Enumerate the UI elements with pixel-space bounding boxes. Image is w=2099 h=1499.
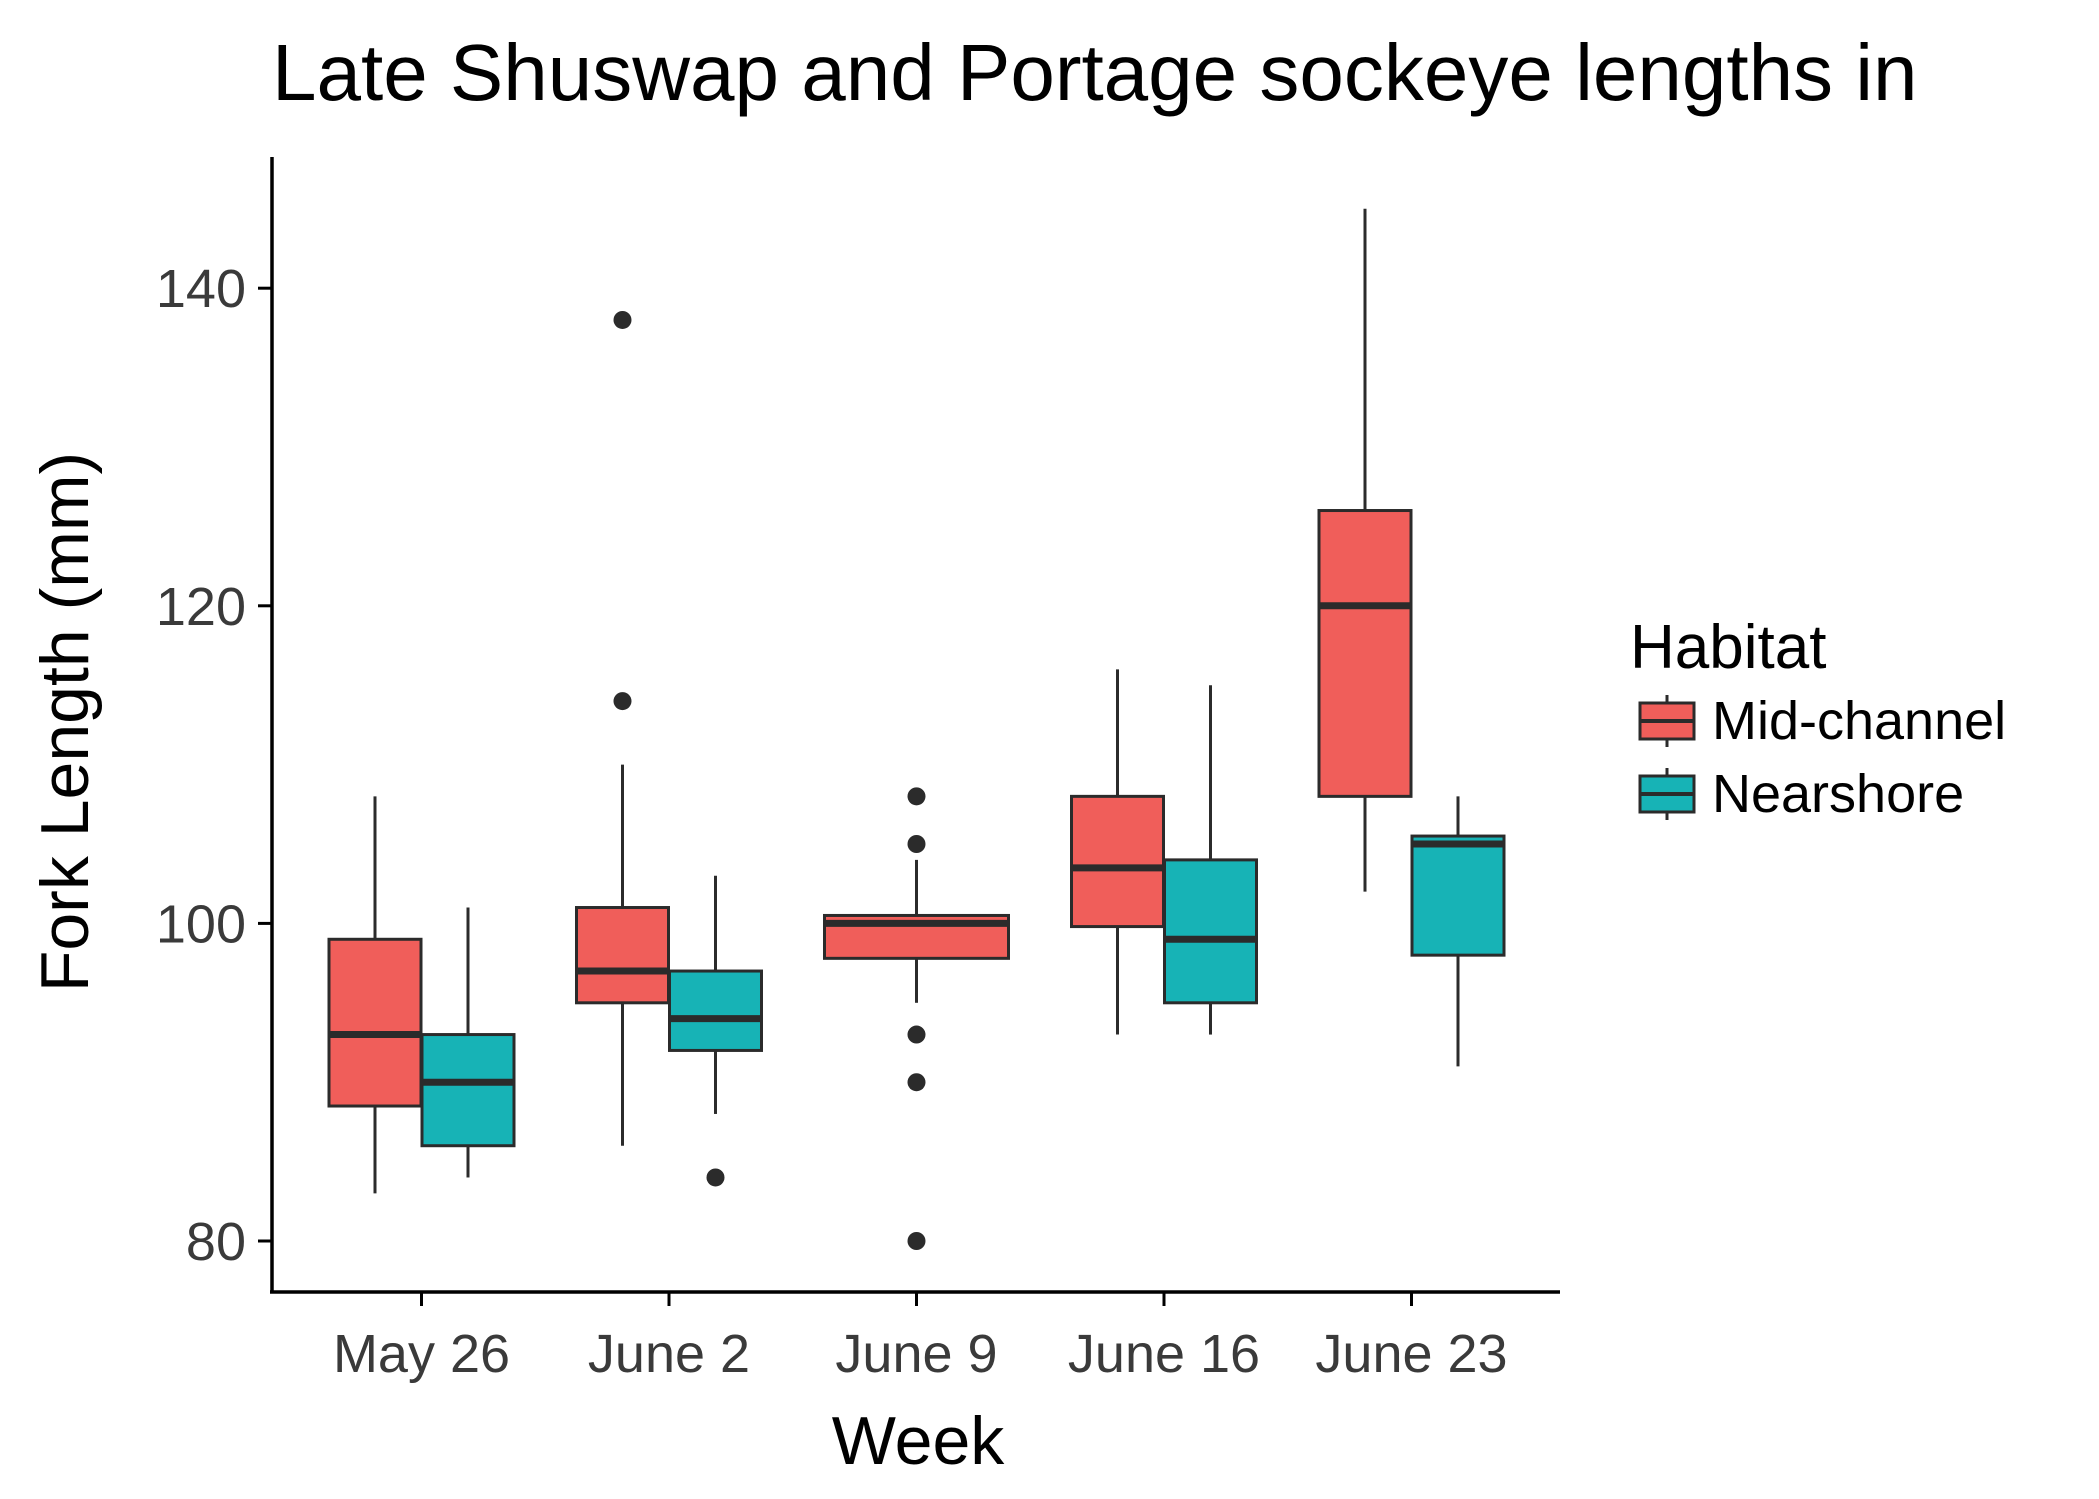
legend-label: Nearshore — [1712, 764, 1964, 824]
outlier-point — [613, 310, 632, 329]
y-axis-title: Fork Length (mm) — [27, 452, 103, 992]
box-nearshore — [1163, 685, 1258, 1035]
x-tick-label: June 23 — [1315, 1324, 1507, 1384]
box-body — [1317, 509, 1413, 798]
outlier-point — [907, 1025, 926, 1044]
y-tick-label: 140 — [156, 259, 246, 319]
y-tick-label: 120 — [156, 577, 246, 637]
y-tick-label: 80 — [186, 1212, 246, 1272]
x-axis-title: Week — [832, 1403, 1006, 1479]
box-mid-channel — [1070, 669, 1165, 1035]
box-body — [575, 906, 670, 1005]
box-mid-channel — [1317, 208, 1413, 892]
box-body — [327, 937, 423, 1108]
legend-item-mid-channel: Mid-channel — [1638, 691, 2006, 751]
box-body — [1410, 834, 1506, 957]
outlier-point — [613, 692, 632, 711]
box-body — [668, 969, 763, 1052]
legend-title: Habitat — [1630, 613, 1826, 682]
y-tick-label: 100 — [156, 894, 246, 954]
box-nearshore — [668, 875, 763, 1187]
box-body — [1070, 794, 1165, 929]
x-tick-label: May 26 — [333, 1324, 510, 1384]
legend-item-nearshore: Nearshore — [1638, 764, 1964, 824]
chart-title: Late Shuswap and Portage sockeye lengths… — [272, 28, 1918, 117]
outlier-point — [907, 1073, 926, 1092]
x-tick-label: June 2 — [588, 1324, 750, 1384]
plot-area — [327, 208, 1506, 1250]
x-axis-ticks: May 26 June 2 June 9 June 16 June 23 — [333, 1292, 1508, 1384]
legend: Habitat Mid-channel Nearshore — [1630, 613, 2006, 824]
box-body — [1163, 858, 1258, 1005]
box-nearshore — [1410, 796, 1506, 1067]
box-body — [420, 1033, 516, 1148]
outlier-point — [907, 835, 926, 853]
outlier-point — [706, 1168, 725, 1187]
box-mid-channel — [823, 787, 1010, 1250]
legend-label: Mid-channel — [1712, 691, 2006, 751]
x-tick-label: June 9 — [835, 1324, 997, 1384]
box-nearshore — [420, 907, 516, 1178]
box-mid-channel — [327, 796, 423, 1194]
y-axis-ticks: 80 100 120 140 — [156, 259, 272, 1272]
outlier-point — [907, 787, 926, 806]
box-mid-channel — [575, 310, 670, 1146]
outlier-point — [907, 1232, 926, 1250]
x-tick-label: June 16 — [1068, 1324, 1260, 1384]
